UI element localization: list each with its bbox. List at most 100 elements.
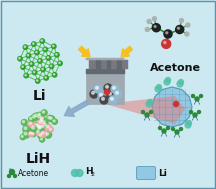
Circle shape — [33, 43, 34, 44]
Circle shape — [37, 125, 43, 132]
Circle shape — [30, 63, 32, 64]
Circle shape — [30, 125, 38, 132]
Text: LiH: LiH — [25, 152, 51, 166]
Bar — [86, 58, 124, 60]
Circle shape — [38, 125, 44, 131]
Circle shape — [96, 86, 98, 89]
Circle shape — [165, 77, 170, 83]
Circle shape — [18, 57, 22, 61]
Circle shape — [13, 174, 16, 177]
Circle shape — [114, 90, 122, 98]
Circle shape — [148, 99, 152, 105]
Circle shape — [25, 74, 26, 76]
Circle shape — [166, 32, 168, 34]
Circle shape — [37, 130, 39, 133]
Bar — [106, 60, 110, 69]
Circle shape — [162, 39, 171, 48]
Circle shape — [45, 131, 52, 138]
Circle shape — [42, 121, 45, 124]
Circle shape — [100, 96, 108, 104]
Circle shape — [145, 113, 149, 117]
Circle shape — [52, 73, 57, 77]
Circle shape — [40, 118, 45, 124]
Circle shape — [157, 84, 162, 90]
Circle shape — [193, 113, 197, 117]
Circle shape — [109, 96, 117, 104]
Circle shape — [36, 51, 37, 53]
Circle shape — [94, 85, 102, 93]
Circle shape — [32, 70, 37, 75]
Circle shape — [35, 123, 41, 130]
Circle shape — [152, 24, 160, 32]
Circle shape — [71, 170, 78, 177]
Circle shape — [41, 120, 48, 126]
Circle shape — [39, 60, 40, 61]
Circle shape — [175, 130, 179, 134]
Circle shape — [23, 131, 30, 138]
Circle shape — [145, 28, 149, 32]
Text: 2: 2 — [91, 172, 95, 177]
Circle shape — [40, 137, 44, 142]
Circle shape — [186, 23, 190, 27]
Circle shape — [49, 64, 54, 69]
Circle shape — [185, 32, 189, 36]
Circle shape — [38, 59, 42, 63]
Circle shape — [47, 57, 49, 58]
Circle shape — [52, 119, 57, 124]
Circle shape — [34, 122, 40, 128]
Circle shape — [111, 85, 119, 93]
Circle shape — [195, 97, 199, 101]
Text: Li: Li — [158, 169, 167, 177]
Circle shape — [107, 91, 115, 99]
Circle shape — [47, 125, 49, 128]
Circle shape — [38, 115, 41, 118]
Text: H: H — [85, 167, 93, 177]
Circle shape — [22, 66, 23, 67]
Circle shape — [192, 94, 194, 98]
Circle shape — [41, 110, 47, 116]
Circle shape — [197, 111, 200, 114]
Circle shape — [8, 174, 11, 177]
Bar — [100, 60, 106, 69]
Circle shape — [58, 61, 62, 66]
Circle shape — [41, 119, 43, 121]
Circle shape — [90, 90, 98, 98]
Circle shape — [32, 126, 35, 129]
Circle shape — [36, 129, 42, 135]
Circle shape — [178, 27, 179, 29]
Circle shape — [26, 53, 31, 58]
Circle shape — [40, 39, 44, 43]
Circle shape — [146, 101, 152, 107]
Circle shape — [185, 122, 191, 128]
Circle shape — [29, 132, 32, 134]
Circle shape — [27, 54, 29, 56]
Circle shape — [38, 133, 44, 139]
Circle shape — [38, 119, 44, 126]
Circle shape — [41, 40, 43, 41]
Circle shape — [47, 115, 53, 121]
Polygon shape — [152, 87, 192, 127]
Circle shape — [44, 48, 46, 50]
Circle shape — [42, 125, 44, 127]
FancyBboxPatch shape — [137, 167, 156, 180]
Circle shape — [22, 121, 25, 123]
Bar — [89, 60, 96, 69]
Circle shape — [167, 126, 170, 129]
Circle shape — [44, 124, 47, 126]
Circle shape — [92, 91, 94, 94]
Circle shape — [28, 121, 35, 127]
Bar — [86, 69, 124, 73]
Circle shape — [162, 129, 166, 133]
FancyArrowPatch shape — [79, 46, 90, 57]
Circle shape — [37, 125, 39, 127]
Circle shape — [189, 111, 192, 114]
Circle shape — [141, 111, 145, 114]
Circle shape — [109, 92, 111, 95]
Circle shape — [21, 119, 27, 125]
Circle shape — [37, 124, 43, 130]
Circle shape — [200, 94, 203, 98]
Text: Li: Li — [33, 89, 47, 103]
Circle shape — [179, 128, 183, 130]
Bar — [96, 60, 100, 69]
Circle shape — [43, 123, 49, 129]
